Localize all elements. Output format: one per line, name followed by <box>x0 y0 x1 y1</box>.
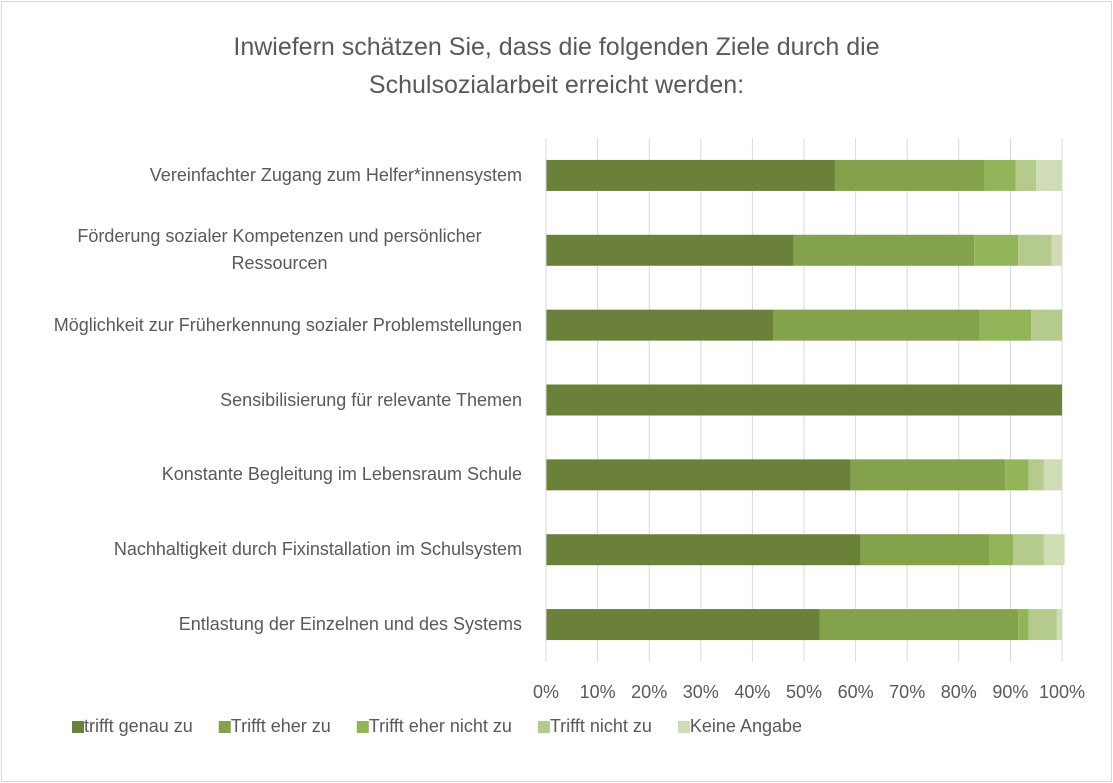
bar-segment <box>546 159 835 191</box>
x-tick-label: 40% <box>734 682 770 702</box>
bar-segment <box>850 459 1006 491</box>
bar-segment <box>1028 609 1057 641</box>
x-tick-label: 30% <box>683 682 719 702</box>
bar-segment <box>546 384 1062 416</box>
x-tick-label: 20% <box>631 682 667 702</box>
legend-label: Trifft eher zu <box>231 716 331 736</box>
bar-segment <box>1056 609 1062 641</box>
x-tick-label: 50% <box>786 682 822 702</box>
bar-segment <box>819 609 1019 641</box>
bar-segment <box>989 534 1013 566</box>
bar-segment <box>860 534 990 566</box>
bar-segment <box>834 159 985 191</box>
bar-segment <box>1043 459 1062 491</box>
bar-segment <box>793 234 975 266</box>
category-label-box: Vereinfachter Zugang zum Helfer*innensys… <box>2 145 522 205</box>
bar-segment <box>1018 234 1052 266</box>
bar-segment <box>1012 534 1044 566</box>
bar-segment <box>546 234 794 266</box>
legend-swatch <box>356 721 369 733</box>
bar-segment <box>546 459 851 491</box>
legend-swatch <box>218 721 231 733</box>
chart-title: Inwiefern schätzen Sie, dass die folgend… <box>233 33 880 99</box>
category-label-box: Nachhaltigkeit durch Fixinstallation im … <box>2 520 522 580</box>
y-tick-label: Entlastung der Einzelnen und des Systems <box>178 614 522 635</box>
legend-swatch <box>537 721 550 733</box>
bar-segment <box>1031 309 1062 341</box>
legend-label: Keine Angabe <box>690 716 802 736</box>
bar-segment <box>984 159 1016 191</box>
bar-segment <box>546 609 820 641</box>
x-tick-label: 0% <box>533 682 559 702</box>
bar-segment <box>1051 234 1062 266</box>
legend-label: Trifft nicht zu <box>550 716 652 736</box>
category-label-box: Entlastung der Einzelnen und des Systems <box>2 595 522 655</box>
x-tick-label: 90% <box>992 682 1028 702</box>
bar-segment <box>1015 159 1037 191</box>
x-tick-label: 80% <box>941 682 977 702</box>
category-label-box: Sensibilisierung für relevante Themen <box>2 370 522 430</box>
y-tick-label: Konstante Begleitung im Lebensraum Schul… <box>161 464 522 485</box>
legend-label: Trifft eher nicht zu <box>369 716 512 736</box>
y-tick-label: Sensibilisierung für relevante Themen <box>220 389 522 410</box>
x-tick-label: 100% <box>1039 682 1085 702</box>
bar-segment <box>1043 534 1065 566</box>
y-tick-label: Nachhaltigkeit durch Fixinstallation im … <box>113 539 522 560</box>
bar-segment <box>546 534 861 566</box>
legend-label: trifft genau zu <box>84 716 193 736</box>
bar-segment <box>546 309 774 341</box>
category-label-box: Möglichkeit zur Früherkennung sozialer P… <box>2 295 522 355</box>
bar-segment <box>1018 609 1029 641</box>
y-tick-label: Förderung sozialer Kompetenzen und persö… <box>77 226 482 274</box>
bar-segment <box>773 309 980 341</box>
bar-segment <box>1036 159 1062 191</box>
bar-segment <box>1028 459 1044 491</box>
legend-swatch <box>72 721 84 733</box>
x-tick-label: 60% <box>838 682 874 702</box>
bar-segment <box>1005 459 1029 491</box>
x-tick-label: 70% <box>889 682 925 702</box>
y-tick-label: Möglichkeit zur Früherkennung sozialer P… <box>53 314 522 335</box>
category-label-box: Konstante Begleitung im Lebensraum Schul… <box>2 445 522 505</box>
legend-swatch <box>677 721 690 733</box>
x-tick-label: 10% <box>580 682 616 702</box>
bar-segment <box>974 234 1019 266</box>
bar-segment <box>979 309 1032 341</box>
y-tick-label: Vereinfachter Zugang zum Helfer*innensys… <box>149 164 522 185</box>
category-label-box: Förderung sozialer Kompetenzen und persö… <box>2 220 522 280</box>
